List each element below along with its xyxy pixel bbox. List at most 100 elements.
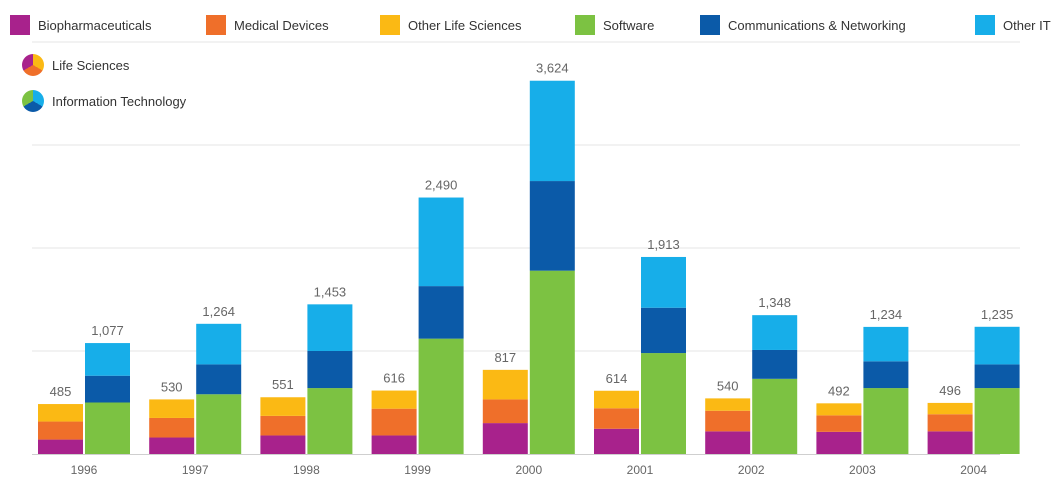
legend-swatch-other-life-sciences <box>380 15 400 35</box>
bar-segment-medical-devices-1998 <box>260 415 306 436</box>
data-label-life-sciences-1996: 485 <box>50 384 72 399</box>
x-tick-label-2004: 2004 <box>960 463 987 477</box>
bar-segment-other-it-2003 <box>863 326 909 362</box>
x-tick-label-2002: 2002 <box>738 463 765 477</box>
x-tick-label-1999: 1999 <box>404 463 431 477</box>
legend-label-other-life-sciences: Other Life Sciences <box>408 17 522 33</box>
bar-segment-communications-networking-1997 <box>196 364 242 395</box>
data-label-life-sciences-2000: 817 <box>494 350 516 365</box>
legend-swatch-biopharmaceuticals <box>10 15 30 35</box>
legend-group-life-sciences: Life Sciences <box>22 54 129 76</box>
bar-segment-biopharmaceuticals-1997 <box>149 437 195 454</box>
bar-segment-other-it-2002 <box>752 315 798 350</box>
bar-segment-other-life-sciences-2000 <box>482 369 528 400</box>
data-label-information-technology-2000: 3,624 <box>536 61 569 76</box>
data-label-information-technology-2001: 1,913 <box>647 237 680 252</box>
bar-segment-other-life-sciences-1999 <box>371 390 417 409</box>
bar-segment-other-life-sciences-2001 <box>594 390 639 409</box>
bar-segment-other-it-1999 <box>418 197 464 287</box>
bar-segment-biopharmaceuticals-2003 <box>816 431 862 454</box>
data-label-life-sciences-1998: 551 <box>272 377 294 392</box>
bar-segment-other-it-1998 <box>307 304 353 351</box>
x-tick-label-2003: 2003 <box>849 463 876 477</box>
legend-group-information-technology: Information Technology <box>22 90 186 112</box>
bar-segment-biopharmaceuticals-2001 <box>594 428 639 454</box>
bar-segment-biopharmaceuticals-1998 <box>260 435 306 454</box>
legend-item-medical-devices: Medical Devices <box>206 14 329 36</box>
bar-segment-communications-networking-2000 <box>529 181 575 271</box>
data-label-life-sciences-1997: 530 <box>161 379 183 394</box>
bar-segment-medical-devices-2003 <box>816 415 862 432</box>
legend-label-other-it: Other IT <box>1003 17 1051 33</box>
bar-segment-medical-devices-1996 <box>38 421 83 440</box>
bar-segment-other-it-2004 <box>974 326 1020 365</box>
bar-segment-software-1999 <box>418 338 464 454</box>
bar-segment-other-it-1997 <box>196 323 242 365</box>
bar-segment-software-2001 <box>641 353 686 454</box>
legend-label-communications-networking: Communications & Networking <box>728 17 906 33</box>
bar-segment-communications-networking-2003 <box>863 361 909 389</box>
data-label-information-technology-1998: 1,453 <box>314 284 347 299</box>
x-tick-label-2000: 2000 <box>515 463 542 477</box>
bar-segment-biopharmaceuticals-2000 <box>482 423 528 454</box>
legend-item-other-life-sciences: Other Life Sciences <box>380 14 521 36</box>
bar-segment-biopharmaceuticals-2002 <box>705 431 751 454</box>
data-label-information-technology-1999: 2,490 <box>425 178 458 193</box>
data-label-information-technology-2003: 1,234 <box>870 307 903 322</box>
bar-segment-software-1997 <box>196 394 242 454</box>
bar-segment-other-it-1996 <box>85 343 130 376</box>
data-label-information-technology-1997: 1,264 <box>202 304 235 319</box>
bar-segment-other-it-2000 <box>529 80 575 182</box>
data-label-life-sciences-2002: 540 <box>717 378 739 393</box>
legend-label-biopharmaceuticals: Biopharmaceuticals <box>38 17 152 33</box>
bar-segment-medical-devices-2002 <box>705 410 751 432</box>
bar-segment-biopharmaceuticals-1999 <box>371 435 417 454</box>
bar-segment-communications-networking-2001 <box>641 307 686 354</box>
bar-segment-other-life-sciences-1996 <box>38 404 83 422</box>
bar-segment-software-2000 <box>529 270 575 454</box>
legend-label-software: Software <box>603 17 655 33</box>
data-label-information-technology-1996: 1,077 <box>91 323 124 338</box>
data-label-information-technology-2002: 1,348 <box>758 295 791 310</box>
data-label-life-sciences-2001: 614 <box>606 371 628 386</box>
bar-segment-medical-devices-2004 <box>927 414 973 432</box>
x-tick-label-1996: 1996 <box>71 463 98 477</box>
life-sciences-icon <box>22 54 44 76</box>
x-tick-label-2001: 2001 <box>627 463 654 477</box>
bar-segment-medical-devices-1999 <box>371 408 417 436</box>
bar-segment-medical-devices-2001 <box>594 408 639 429</box>
bar-segment-other-life-sciences-2003 <box>816 403 862 416</box>
bar-segment-other-life-sciences-2004 <box>927 402 973 415</box>
data-label-life-sciences-1999: 616 <box>383 371 405 386</box>
chart-legend: Biopharmaceuticals Medical Devices Other… <box>0 0 1061 40</box>
legend-swatch-software <box>575 15 595 35</box>
bar-segment-software-1996 <box>85 402 130 454</box>
x-tick-label-1998: 1998 <box>293 463 320 477</box>
bar-segment-medical-devices-1997 <box>149 417 195 438</box>
legend-swatch-communications-networking <box>700 15 720 35</box>
data-label-life-sciences-2003: 492 <box>828 383 850 398</box>
bar-segment-other-life-sciences-1998 <box>260 397 306 416</box>
legend-group-label-life-sciences: Life Sciences <box>52 57 130 73</box>
bar-segment-medical-devices-2000 <box>482 399 528 424</box>
bar-segment-other-life-sciences-1997 <box>149 399 195 418</box>
legend-item-biopharmaceuticals: Biopharmaceuticals <box>10 14 151 36</box>
legend-swatch-other-it <box>975 15 995 35</box>
bar-segment-communications-networking-1999 <box>418 286 464 339</box>
data-label-life-sciences-2004: 496 <box>939 383 961 398</box>
legend-item-software: Software <box>575 14 654 36</box>
data-label-information-technology-2004: 1,235 <box>981 307 1014 322</box>
information-technology-icon <box>22 90 44 112</box>
bar-segment-biopharmaceuticals-1996 <box>38 439 83 454</box>
legend-label-medical-devices: Medical Devices <box>234 17 329 33</box>
bar-segment-communications-networking-2004 <box>974 364 1020 389</box>
bar-segment-communications-networking-2002 <box>752 349 798 379</box>
bar-segment-biopharmaceuticals-2004 <box>927 431 973 454</box>
bar-segment-software-2004 <box>974 388 1020 454</box>
bar-segment-other-life-sciences-2002 <box>705 398 751 411</box>
bar-segment-software-2002 <box>752 378 798 454</box>
bar-segment-other-it-2001 <box>641 256 686 308</box>
legend-group-label-information-technology: Information Technology <box>52 93 187 109</box>
bar-segment-software-2003 <box>863 388 909 454</box>
